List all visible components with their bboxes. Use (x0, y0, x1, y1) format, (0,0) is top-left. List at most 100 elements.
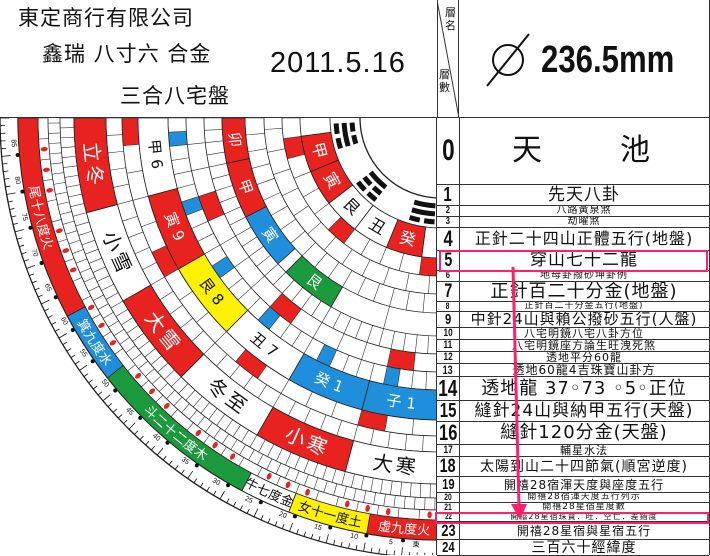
layer-number-text: 4 (443, 228, 452, 250)
company-name: 東定商行有限公司 (18, 6, 194, 30)
layer-number-text: 11 (444, 340, 453, 351)
degree-dot (113, 389, 117, 393)
degree-label: 85 (10, 139, 17, 147)
layer-number-text: 13 (443, 364, 453, 376)
layer-row: 6 地母卦撥砂坤卦例 (437, 271, 709, 282)
layer-number-text: 8 (446, 302, 450, 311)
layer-row: 3 劫曜煞 (437, 217, 709, 228)
degree-dot (401, 538, 405, 542)
layer-number-text: 17 (443, 445, 452, 456)
layer-name: 三百六十經緯度 (459, 540, 709, 555)
degree-dot (226, 483, 230, 487)
degree-dot (165, 441, 169, 445)
layer-number-text: 20 (444, 493, 452, 502)
layer-number-text: 23 (441, 522, 455, 539)
layer-name: 開禧28宿渾天度五行列示 (459, 493, 709, 502)
degree-dot (259, 500, 263, 504)
layer-name: 八宅明鏡八宅八卦方位 (459, 328, 709, 339)
layer-name: 開禧28星宿珠寶．旺．空亡．差錯度 (459, 513, 709, 521)
direction-label: 東 (412, 540, 419, 549)
layer-number-text: 16 (439, 422, 457, 444)
layer-name: 開禧28星宿星度數 (459, 503, 709, 512)
layer-number-text: 3 (446, 217, 450, 227)
layer-number-text: 19 (442, 477, 455, 492)
product-name: 鑫瑞 八寸六 合金 (42, 42, 211, 66)
layer-name: 劫曜煞 (459, 217, 709, 227)
degree-dot (71, 328, 75, 332)
header-corner-cell: 層名 層數 (437, 0, 459, 118)
layer-number: 13 (437, 364, 460, 376)
date-label: 2011.5.16 (270, 47, 406, 79)
layer-row: 24 三百六十經緯度 (437, 540, 709, 556)
layer-row: 13 透地60龍4吉珠寶山卦方 (437, 364, 709, 377)
plate-type: 三合八宅盤 (120, 84, 230, 108)
layer-name: 透地龍 37◦73 ◦5◦正位 (459, 377, 709, 400)
layer-number: 9 (437, 312, 460, 327)
layer-name: 正針百二十分金(地盤) (459, 282, 709, 301)
layer-number: 3 (437, 217, 460, 227)
layer-number-text: 9 (445, 312, 451, 327)
degree-dot (28, 226, 32, 230)
degree-dot (91, 359, 95, 363)
degree-dot (328, 526, 332, 530)
layer-number-text: 1 (444, 185, 452, 205)
layer-row: 20 開禧28宿渾天度五行列示 (437, 493, 709, 503)
layer-name: 透地60龍4吉珠寶山卦方 (459, 364, 709, 376)
layer-number: 22 (437, 513, 460, 521)
layer-number: 18 (437, 457, 460, 476)
degree-dot (293, 514, 297, 518)
layer-row: 21 開禧28星宿星度數 (437, 503, 709, 513)
layer-number-text: 0 (442, 136, 455, 166)
layer-name: 輔星水法 (459, 445, 709, 456)
degree-tick (2, 163, 7, 164)
trigram-bar (354, 135, 356, 144)
ring-cell (168, 131, 187, 146)
layer-name: 穿山七十二龍 (459, 251, 709, 270)
mountain-char: 甲 (145, 139, 164, 156)
layer-number: 5 (437, 251, 460, 270)
layer-number-text: 14 (438, 377, 457, 400)
layer-number: 2 (437, 206, 460, 216)
layer-name: 地母卦撥砂坤卦例 (459, 271, 709, 281)
layer-number: 23 (437, 522, 460, 539)
trigram-bar (352, 123, 353, 132)
layer-number: 20 (437, 493, 460, 502)
layer-number-text: 24 (442, 540, 455, 555)
layer-number: 15 (437, 401, 460, 421)
layer-number-header: 層數 (439, 68, 451, 94)
solar-term-char: 立 (79, 141, 105, 163)
layer-name: 先天八卦 (459, 185, 709, 205)
layer-row: 8 正針百二十分金五行(地盤) (437, 302, 709, 312)
degree-dot (195, 463, 199, 467)
degree-dot (54, 295, 58, 299)
solar-term-char: 冬 (81, 163, 108, 187)
solar-term-char: 寒 (395, 453, 417, 479)
layer-number-text: 21 (444, 503, 452, 512)
degree-dot (364, 534, 368, 538)
diameter-value: 236.5mm (541, 40, 674, 80)
table-header: 層名 層數 236.5mm (437, 0, 709, 118)
layer-number: 17 (437, 445, 460, 456)
layer-number-text: 2 (446, 206, 450, 216)
layer-row: 1 先天八卦 (437, 185, 709, 206)
diameter-label: 236.5mm (485, 30, 704, 90)
layer-number-text: 6 (446, 271, 450, 281)
degree-dot (20, 190, 24, 194)
layer-name: 天 池 (459, 118, 709, 184)
title-box: 東定商行有限公司 鑫瑞 八寸六 合金 三合八宅盤 2011.5.16 (0, 0, 438, 118)
layer-name: 正針百二十分金五行(地盤) (459, 302, 709, 311)
layer-number: 6 (437, 271, 460, 281)
layer-name: 縫針120分金(天盤) (459, 422, 709, 444)
